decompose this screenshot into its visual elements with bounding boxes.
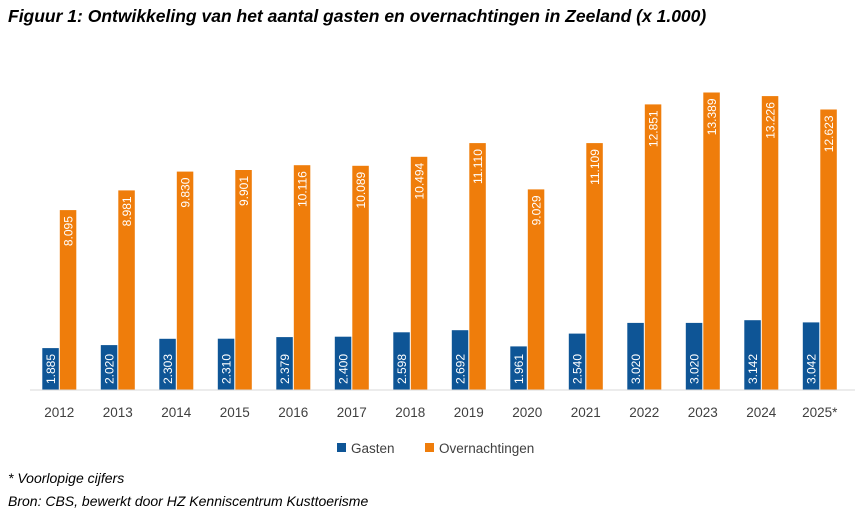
x-tick-label-4: 2016 [278, 405, 308, 420]
bar-gasten-3 [217, 338, 235, 390]
data-label-gasten-1: 2.020 [103, 354, 117, 384]
legend: Gasten Overnachtingen [337, 441, 534, 456]
bar-overnachtingen-4 [293, 165, 311, 390]
chart-title: Figuur 1: Ontwikkeling van het aantal ga… [8, 6, 707, 26]
data-label-overnachtingen-10: 12.851 [647, 110, 661, 147]
bar-overnachtingen-1 [118, 190, 135, 390]
bar-gasten-1 [100, 345, 118, 390]
bar-overnachtingen-2 [176, 171, 194, 390]
data-label-overnachtingen-0: 8.095 [62, 216, 76, 246]
bar-overnachtingen-3 [235, 170, 252, 390]
bar-gasten-10 [627, 322, 644, 390]
bar-overnachtingen-9 [586, 143, 603, 390]
x-tick-label-0: 2012 [44, 405, 74, 420]
data-labels-group: 1.885 8.095 2.020 8.981 2.303 9.830 2.310 9.901… [44, 98, 836, 384]
data-label-overnachtingen-8: 9.029 [530, 195, 544, 225]
x-tick-labels-group: 2012 2013 2014 2015 2016 2017 2018 2019 2020 2021… [44, 405, 838, 420]
x-tick-label-12: 2024 [746, 405, 777, 420]
x-tick-label-8: 2020 [512, 405, 542, 420]
x-tick-label-9: 2021 [571, 405, 601, 420]
data-label-gasten-5: 2.400 [337, 354, 351, 384]
data-label-overnachtingen-11: 13.389 [705, 98, 719, 135]
x-tick-label-5: 2017 [337, 405, 367, 420]
bar-gasten-11 [685, 322, 703, 390]
bar-gasten-9 [568, 333, 586, 390]
bar-overnachtingen-0 [59, 210, 77, 390]
data-label-gasten-11: 3.020 [688, 354, 702, 384]
bar-overnachtingen-6 [410, 156, 428, 390]
bar-overnachtingen-13 [820, 109, 837, 390]
data-label-gasten-9: 2.540 [571, 354, 585, 384]
x-tick-label-2: 2014 [161, 405, 192, 420]
data-label-gasten-0: 1.885 [44, 354, 58, 384]
data-label-gasten-6: 2.598 [395, 354, 409, 384]
footnote: * Voorlopige cijfers [8, 470, 125, 486]
bar-overnachtingen-8 [527, 189, 545, 390]
x-tick-label-6: 2018 [395, 405, 425, 420]
bar-overnachtingen-10 [644, 104, 662, 391]
bar-gasten-8 [510, 346, 527, 390]
bar-overnachtingen-12 [761, 96, 779, 390]
data-label-gasten-10: 3.020 [629, 354, 643, 384]
legend-swatch-gasten [337, 443, 346, 452]
bar-gasten-2 [159, 338, 176, 390]
bar-gasten-13 [802, 322, 820, 390]
data-label-gasten-13: 3.042 [805, 354, 819, 384]
bar-gasten-0 [42, 348, 59, 390]
legend-label-overnachtingen: Overnachtingen [439, 441, 534, 456]
data-label-gasten-12: 3.142 [746, 354, 760, 384]
bar-overnachtingen-11 [703, 92, 720, 390]
data-label-overnachtingen-2: 9.830 [179, 177, 193, 207]
data-label-gasten-3: 2.310 [220, 354, 234, 384]
data-label-overnachtingen-13: 12.623 [822, 115, 836, 152]
data-label-gasten-8: 1.961 [512, 354, 526, 384]
legend-swatch-overnachtingen [425, 443, 434, 452]
bar-gasten-4 [276, 337, 293, 390]
legend-label-gasten: Gasten [351, 441, 395, 456]
x-tick-label-1: 2013 [103, 405, 133, 420]
bar-overnachtingen-7 [469, 143, 486, 390]
data-label-overnachtingen-4: 10.116 [296, 171, 310, 207]
bar-overnachtingen-5 [352, 165, 369, 390]
data-label-overnachtingen-12: 13.226 [764, 102, 778, 139]
data-label-overnachtingen-9: 11.109 [588, 149, 602, 185]
x-tick-label-11: 2023 [688, 405, 718, 420]
bars-group [42, 92, 837, 391]
data-label-gasten-7: 2.692 [454, 354, 468, 384]
data-label-gasten-2: 2.303 [161, 354, 175, 384]
data-label-overnachtingen-6: 10.494 [413, 162, 427, 199]
data-label-overnachtingen-3: 9.901 [237, 176, 251, 206]
data-label-overnachtingen-7: 11.110 [471, 149, 485, 184]
data-label-overnachtingen-1: 8.981 [120, 196, 134, 226]
data-label-overnachtingen-5: 10.089 [354, 171, 368, 208]
bar-gasten-5 [334, 336, 352, 390]
bar-gasten-12 [744, 320, 761, 390]
bar-gasten-7 [451, 330, 469, 390]
source-note: Bron: CBS, bewerkt door HZ Kenniscentrum… [8, 493, 369, 509]
bar-gasten-6 [393, 332, 410, 390]
x-tick-label-10: 2022 [629, 405, 659, 420]
x-tick-label-13: 2025* [802, 405, 838, 420]
x-tick-label-3: 2015 [220, 405, 250, 420]
data-label-gasten-4: 2.379 [278, 354, 292, 384]
x-tick-label-7: 2019 [454, 405, 484, 420]
